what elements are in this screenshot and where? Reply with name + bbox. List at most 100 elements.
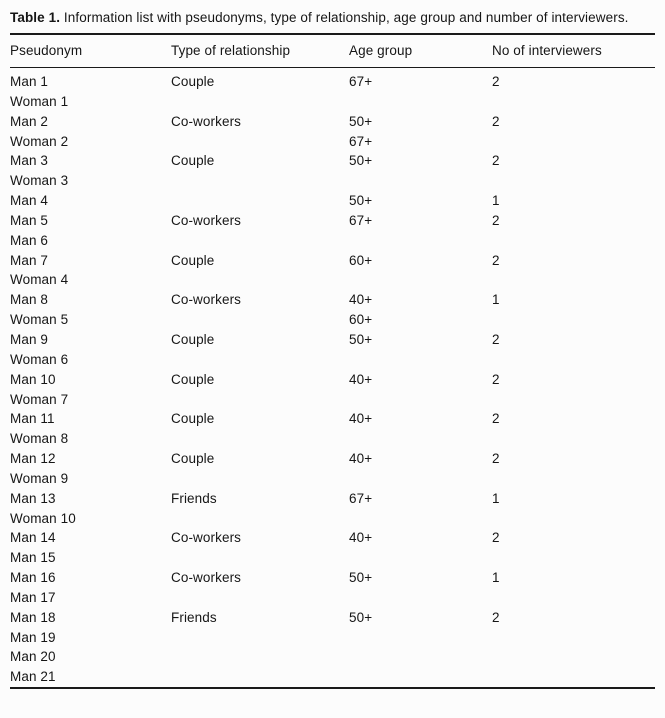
table-cell: 67+ <box>349 490 373 506</box>
table-cell: Man 17 <box>10 589 56 605</box>
table-row: Man 12 Couple 40+ 2 <box>10 449 655 469</box>
table-row: Man 5 Co-workers 67+ 2 <box>10 211 655 231</box>
table-cell <box>171 171 349 191</box>
table-cell <box>171 310 349 330</box>
table-cell <box>492 132 655 152</box>
table-cell: 1 <box>492 490 500 506</box>
table-cell <box>349 270 492 290</box>
table-cell <box>492 429 655 449</box>
table-row: Man 6 <box>10 231 655 251</box>
table-row: Man 2 Co-workers 50+ 2 <box>10 112 655 132</box>
table-row: Woman 8 <box>10 429 655 449</box>
table-cell: 2 <box>492 411 500 427</box>
table-row: Woman 1 <box>10 92 655 112</box>
table-cell <box>349 92 492 112</box>
table-cell: 40+ <box>349 451 373 467</box>
table-cell: 2 <box>492 113 500 129</box>
table-cell: 50+ <box>349 113 373 129</box>
table-cell <box>349 548 492 568</box>
table-cell <box>492 588 655 608</box>
table-cell: 2 <box>492 530 500 546</box>
table-cell <box>171 191 349 211</box>
table-cell: Man 7 <box>10 252 49 268</box>
info-table: Pseudonym Type of relationship Age group… <box>10 33 655 690</box>
table-row: Man 3 Couple 50+ 2 <box>10 151 655 171</box>
table-row: Man 4 50+ 1 <box>10 191 655 211</box>
table-cell <box>171 231 349 251</box>
table-cell: 2 <box>492 153 500 169</box>
table-cell: Couple <box>171 74 215 89</box>
table-cell: Friends <box>171 490 217 506</box>
table-cell <box>171 92 349 112</box>
table-cell: Man 9 <box>10 331 49 347</box>
table-cell <box>349 588 492 608</box>
table-row: Woman 7 <box>10 390 655 410</box>
table-row: Woman 2 67+ <box>10 132 655 152</box>
table-cell: Woman 9 <box>10 470 69 486</box>
table-cell <box>171 132 349 152</box>
table-cell: Co-workers <box>171 113 242 129</box>
table-cell <box>492 231 655 251</box>
table-row: Man 1 Couple 67+ 2 <box>10 68 655 92</box>
table-cell: Man 2 <box>10 113 49 129</box>
table-cell: Man 6 <box>10 232 49 248</box>
table-cell: 50+ <box>349 570 373 586</box>
table-cell: 67+ <box>349 212 373 228</box>
table-cell: Man 13 <box>10 490 56 506</box>
table-cell <box>492 647 655 667</box>
table-cell <box>171 469 349 489</box>
table-cell: Man 5 <box>10 212 49 228</box>
table-cell <box>171 647 349 667</box>
column-header-relationship: Type of relationship <box>171 34 349 68</box>
table-cell <box>171 588 349 608</box>
table-cell <box>349 647 492 667</box>
table-caption-text: Information list with pseudonyms, type o… <box>60 10 629 25</box>
table-cell: 67+ <box>349 74 373 89</box>
table-cell: Couple <box>171 371 215 387</box>
table-cell: Woman 4 <box>10 272 69 288</box>
table-cell <box>171 548 349 568</box>
table-cell: 1 <box>492 292 500 308</box>
table-row: Man 15 <box>10 548 655 568</box>
table-cell <box>492 92 655 112</box>
table-cell <box>492 509 655 529</box>
table-cell: Man 8 <box>10 292 49 308</box>
table-cell <box>171 350 349 370</box>
table-figure: Table 1. Information list with pseudonym… <box>10 0 655 690</box>
column-header-age-group: Age group <box>349 34 492 68</box>
table-row: Woman 4 <box>10 270 655 290</box>
table-row: Man 14 Co-workers 40+ 2 <box>10 528 655 548</box>
table-cell: 50+ <box>349 193 373 209</box>
table-cell: Woman 2 <box>10 133 69 149</box>
table-cell: Man 4 <box>10 193 49 209</box>
table-row: Man 13 Friends 67+ 1 <box>10 489 655 509</box>
table-caption-label: Table 1. <box>10 10 61 25</box>
table-cell <box>492 628 655 648</box>
table-cell: 40+ <box>349 530 373 546</box>
table-cell <box>349 390 492 410</box>
table-cell: Woman 7 <box>10 391 69 407</box>
table-cell: Man 20 <box>10 649 56 665</box>
table-cell: 50+ <box>349 609 373 625</box>
table-row: Woman 5 60+ <box>10 310 655 330</box>
table-cell <box>171 667 349 688</box>
table-cell: Man 21 <box>10 669 56 685</box>
table-row: Man 19 <box>10 628 655 648</box>
table-cell: 2 <box>492 331 500 347</box>
table-row: Woman 10 <box>10 509 655 529</box>
table-cell: Woman 1 <box>10 93 69 109</box>
table-cell <box>492 390 655 410</box>
table-cell: Man 12 <box>10 451 56 467</box>
table-cell: 1 <box>492 570 500 586</box>
table-cell: 2 <box>492 609 500 625</box>
table-row: Man 7 Couple 60+ 2 <box>10 251 655 271</box>
table-cell: Co-workers <box>171 530 242 546</box>
table-cell: Couple <box>171 451 215 467</box>
table-cell: 60+ <box>349 252 373 268</box>
table-cell: Man 16 <box>10 570 56 586</box>
table-cell: 50+ <box>349 331 373 347</box>
table-cell <box>349 171 492 191</box>
table-cell: Co-workers <box>171 292 242 308</box>
table-cell: Man 19 <box>10 629 56 645</box>
table-row: Man 16 Co-workers 50+ 1 <box>10 568 655 588</box>
